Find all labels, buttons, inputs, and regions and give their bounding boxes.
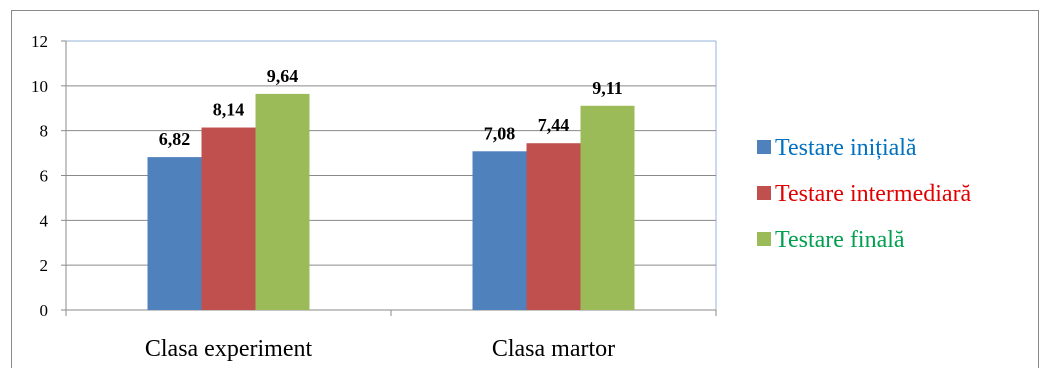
y-tick-label: 10: [31, 77, 48, 96]
bar: [201, 127, 256, 310]
category-label: Clasa martor: [492, 336, 615, 362]
y-tick-label: 2: [40, 256, 49, 275]
y-tick-label: 4: [40, 211, 49, 230]
y-tick-label: 12: [31, 32, 48, 51]
data-label: 9,11: [592, 78, 623, 98]
legend-label: Testare intermediară: [775, 181, 972, 207]
category-label: Clasa experiment: [145, 336, 313, 362]
bar: [526, 143, 581, 310]
legend-swatch: [757, 232, 771, 246]
data-label: 7,08: [484, 123, 516, 143]
bar: [580, 105, 635, 310]
chart-frame: [11, 10, 1039, 368]
bar: [472, 151, 527, 310]
data-label: 7,44: [538, 115, 570, 135]
bar: [147, 157, 202, 310]
data-label: 9,64: [267, 66, 299, 86]
data-label: 8,14: [213, 100, 245, 120]
legend-label: Testare finală: [775, 227, 905, 253]
legend-swatch: [757, 140, 771, 154]
legend-label: Testare inițială: [775, 135, 917, 161]
bar: [255, 93, 310, 310]
y-tick-label: 8: [40, 122, 49, 141]
legend-swatch: [757, 186, 771, 200]
data-label: 6,82: [159, 129, 191, 149]
y-tick-label: 6: [40, 167, 49, 186]
y-tick-label: 0: [40, 301, 49, 320]
